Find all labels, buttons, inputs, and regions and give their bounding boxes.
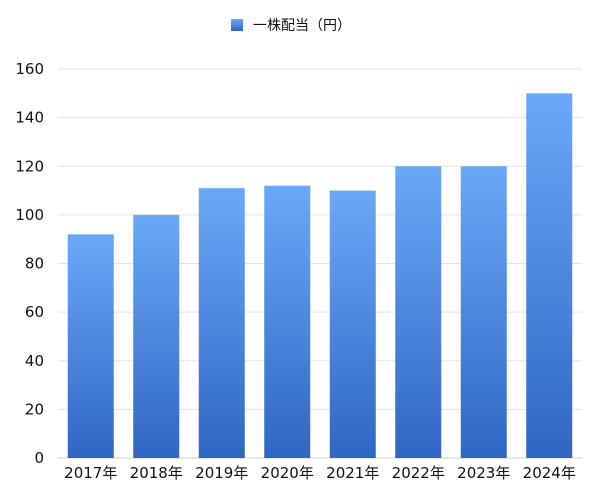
bar — [460, 166, 507, 458]
y-tick-label: 80 — [25, 255, 44, 273]
x-tick-label: 2017年 — [64, 464, 117, 482]
bar — [395, 166, 442, 458]
y-axis-ticks: 0 20 40 60 80 100 120 140 160 — [15, 60, 44, 467]
y-tick-label: 140 — [15, 109, 44, 127]
bar — [67, 234, 114, 458]
legend: 一株配当（円） — [231, 18, 351, 34]
y-tick-label: 0 — [34, 449, 44, 467]
bar — [198, 188, 245, 458]
y-tick-label: 60 — [25, 303, 44, 321]
y-tick-label: 120 — [15, 157, 44, 175]
x-tick-label: 2024年 — [523, 464, 576, 482]
y-tick-label: 20 — [25, 400, 44, 418]
bar — [526, 93, 573, 458]
x-tick-label: 2021年 — [326, 464, 379, 482]
x-tick-label: 2020年 — [261, 464, 314, 482]
y-tick-label: 40 — [25, 352, 44, 370]
x-tick-label: 2022年 — [392, 464, 445, 482]
y-tick-label: 100 — [15, 206, 44, 224]
x-axis-ticks: 2017年 2018年 2019年 2020年 2021年 2022年 2023年 2024年 — [64, 464, 576, 482]
x-tick-label: 2023年 — [457, 464, 510, 482]
bar — [264, 185, 311, 458]
x-tick-label: 2019年 — [195, 464, 248, 482]
bar — [329, 190, 376, 458]
legend-swatch — [231, 19, 243, 31]
bars — [67, 93, 573, 458]
x-tick-label: 2018年 — [130, 464, 183, 482]
bar — [133, 214, 180, 458]
legend-label: 一株配当（円） — [253, 18, 351, 34]
y-tick-label: 160 — [15, 60, 44, 78]
